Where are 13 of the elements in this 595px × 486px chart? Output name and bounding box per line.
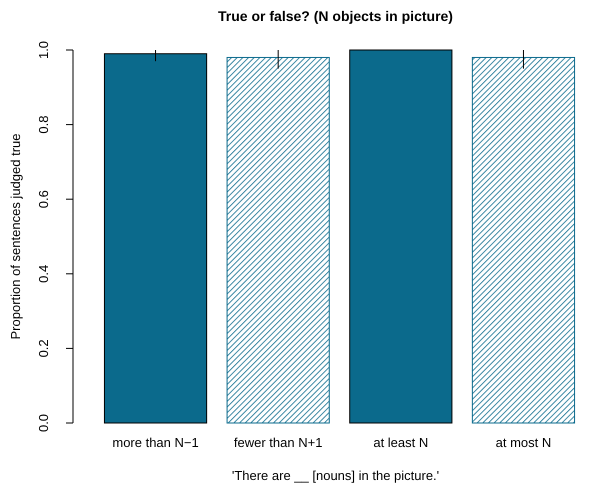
- y-axis-title: Proportion of sentences judged true: [8, 134, 23, 340]
- x-tick-label: at least N: [373, 435, 428, 450]
- y-tick-label: 0.6: [36, 190, 51, 208]
- x-tick-label: more than N−1: [112, 435, 199, 450]
- x-tick-label: fewer than N+1: [234, 435, 322, 450]
- x-axis-title: 'There are __ [nouns] in the picture.': [232, 468, 440, 483]
- y-tick-label: 1.0: [36, 40, 51, 60]
- x-tick-label: at most N: [496, 435, 552, 450]
- y-tick-label: 0.0: [36, 414, 51, 432]
- y-tick-label: 0.2: [36, 339, 51, 358]
- y-tick-label: 0.4: [36, 264, 51, 283]
- chart-title: True or false? (N objects in picture): [218, 8, 453, 24]
- y-tick-label: 0.8: [36, 116, 51, 134]
